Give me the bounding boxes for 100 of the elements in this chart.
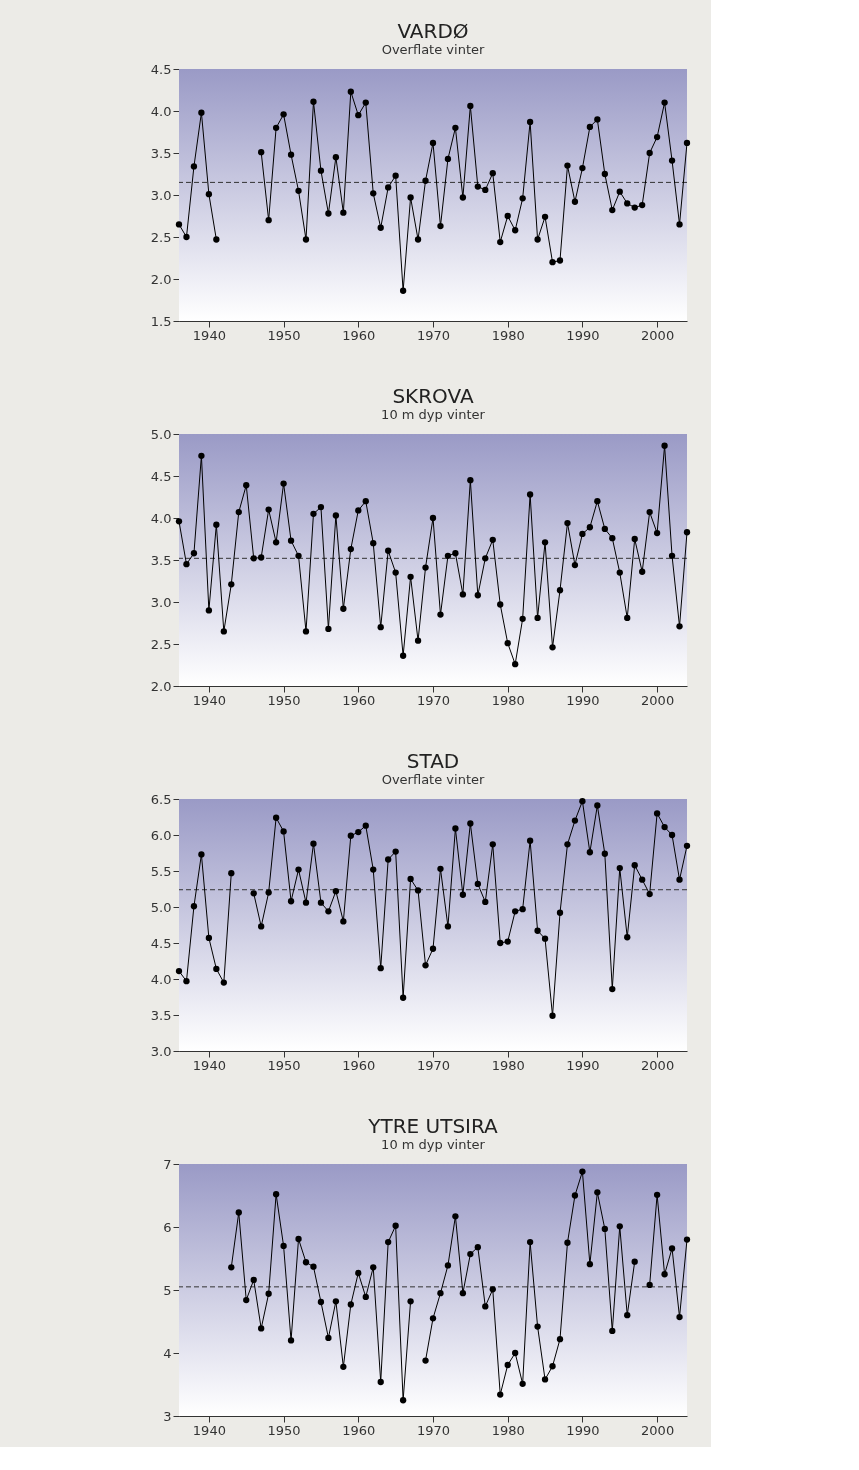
point: [429, 1315, 437, 1322]
x-tick-label: 1970: [416, 1422, 451, 1438]
x-tick-label: 1970: [416, 327, 451, 343]
y-tick-label: 4.5: [150, 61, 172, 77]
point: [467, 1250, 474, 1258]
point: [385, 1238, 392, 1246]
chart-title: YTRE UTSIRA: [367, 1114, 499, 1138]
x-tick-label: 1990: [566, 692, 600, 708]
x-tick-label: 1940: [192, 692, 226, 708]
point: [272, 1191, 280, 1198]
point: [280, 1242, 287, 1250]
point: [422, 1357, 429, 1364]
y-tick-label: 1.5: [150, 313, 172, 329]
point: [340, 1363, 347, 1371]
point: [347, 1301, 354, 1308]
x-tick-label: 1960: [342, 1422, 376, 1438]
y-tick-label: 4.0: [150, 510, 172, 526]
point: [482, 1303, 489, 1310]
point: [287, 1337, 295, 1344]
point: [586, 1261, 594, 1268]
x-tick-label: 1940: [192, 327, 226, 343]
point: [661, 1271, 668, 1278]
y-tick-label: 2.5: [150, 636, 172, 652]
point: [317, 1298, 325, 1306]
y-tick-label: 3.5: [150, 552, 172, 568]
x-tick-label: 1960: [342, 1057, 376, 1073]
point: [609, 1327, 616, 1335]
point: [564, 1239, 571, 1246]
point: [676, 1313, 683, 1321]
y-tick-label: 2.0: [150, 271, 172, 287]
y-tick-label: 6: [163, 1219, 172, 1235]
point: [624, 1312, 631, 1319]
y-tick-label: 4.0: [150, 971, 172, 987]
point: [497, 1391, 504, 1398]
point: [541, 1376, 549, 1383]
point: [489, 1286, 496, 1293]
point: [474, 1244, 481, 1251]
chart-title: STAD: [406, 749, 460, 773]
x-tick-label: 1970: [416, 1057, 451, 1073]
point: [556, 1335, 564, 1343]
x-tick-label: 1980: [491, 692, 525, 708]
point: [392, 1222, 399, 1229]
point: [571, 1192, 579, 1199]
point: [355, 1269, 362, 1277]
x-tick-label: 1960: [342, 327, 376, 343]
y-tick-label: 3.5: [150, 145, 172, 161]
point: [265, 1290, 272, 1297]
point: [616, 1223, 623, 1230]
point: [228, 1264, 235, 1271]
y-tick-label: 3.0: [150, 594, 172, 610]
point: [683, 1236, 691, 1243]
x-tick-label: 2000: [641, 1422, 675, 1438]
point: [631, 1258, 638, 1265]
x-tick-label: 1950: [267, 1057, 301, 1073]
point: [295, 1235, 302, 1243]
point: [519, 1380, 526, 1388]
chart-subtitle: 10 m dyp vinter: [381, 1137, 486, 1152]
x-tick-label: 1950: [267, 327, 301, 343]
y-tick-label: 5: [163, 1282, 172, 1298]
point: [437, 1289, 444, 1297]
point: [250, 1276, 257, 1284]
y-tick-label: 6.5: [150, 791, 172, 807]
point: [332, 1298, 340, 1305]
y-tick-label: 7: [163, 1156, 172, 1172]
y-tick-label: 3.0: [150, 1043, 172, 1059]
point: [258, 1325, 265, 1332]
point: [243, 1296, 250, 1304]
point: [444, 1262, 452, 1269]
point: [512, 1349, 519, 1357]
x-tick-label: 1990: [566, 1422, 600, 1438]
y-tick-label: 4: [163, 1345, 172, 1361]
x-tick-label: 2000: [641, 327, 675, 343]
point: [302, 1259, 310, 1266]
point: [452, 1213, 459, 1220]
point: [549, 1363, 556, 1370]
y-tick-label: 4.5: [150, 468, 172, 484]
point: [325, 1334, 332, 1342]
x-tick-label: 1950: [267, 692, 301, 708]
point: [646, 1281, 653, 1289]
point: [526, 1238, 534, 1246]
point: [534, 1323, 541, 1330]
point: [235, 1209, 242, 1216]
y-tick-label: 5.0: [150, 426, 172, 442]
chart-subtitle: Overflate vinter: [381, 42, 485, 57]
x-tick-label: 1940: [192, 1422, 226, 1438]
point: [594, 1189, 601, 1196]
x-tick-label: 1940: [192, 1057, 226, 1073]
chart-title: SKROVA: [392, 384, 474, 408]
point: [668, 1245, 676, 1252]
point: [504, 1361, 511, 1369]
x-tick-label: 1990: [566, 1057, 600, 1073]
chart-subtitle: 10 m dyp vinter: [381, 407, 486, 422]
y-tick-label: 3: [163, 1408, 172, 1424]
y-tick-label: 3.0: [150, 187, 172, 203]
point: [459, 1289, 467, 1297]
x-tick-label: 1990: [566, 327, 600, 343]
point: [601, 1225, 608, 1233]
x-tick-label: 1970: [416, 692, 451, 708]
y-tick-label: 2.5: [150, 229, 172, 245]
point: [370, 1264, 377, 1271]
